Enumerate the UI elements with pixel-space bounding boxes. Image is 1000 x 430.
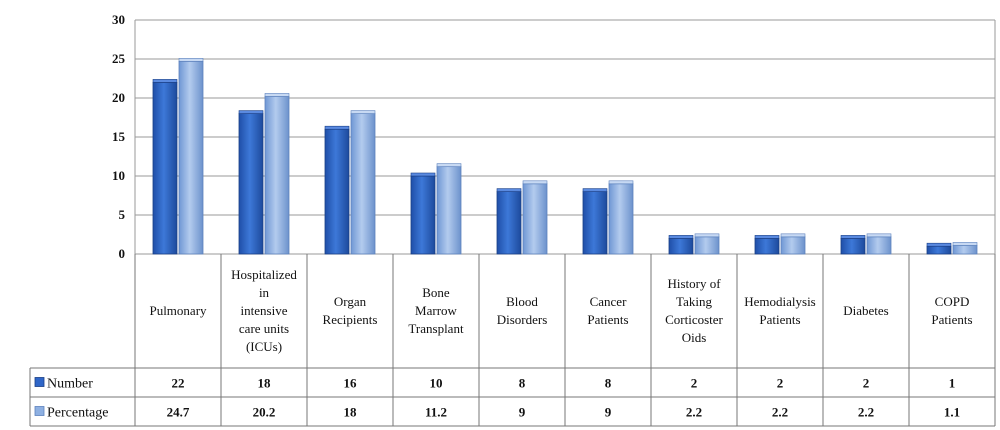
data-label-percentage: 9 (519, 405, 526, 420)
data-label-number: 2 (863, 376, 870, 391)
y-tick-label: 0 (119, 246, 126, 261)
bar-number-0 (152, 79, 178, 255)
data-label-percentage: 1.1 (944, 405, 960, 420)
data-label-number: 16 (344, 376, 358, 391)
data-label-number: 10 (430, 376, 443, 391)
bar-percentage-1 (264, 93, 290, 255)
category-label: Diabetes (843, 303, 888, 318)
legend-swatch-percentage (34, 406, 45, 416)
category-label: Organ Recipients (323, 294, 378, 327)
category-label: Blood Disorders (497, 294, 548, 327)
y-tick-label: 5 (119, 207, 126, 222)
bar-number-6 (668, 235, 694, 255)
category-label: COPD Patients (931, 294, 972, 327)
data-label-percentage: 2.2 (858, 405, 874, 420)
bar-number-8 (840, 235, 866, 255)
category-label: Hospitalized in intensive care units (ICUs) (231, 267, 297, 354)
y-tick-label: 30 (112, 12, 125, 27)
bar-percentage-4 (522, 180, 548, 255)
y-axis-ticks: 0 5 10 15 20 25 30 (112, 12, 126, 261)
data-label-percentage: 20.2 (253, 405, 276, 420)
legend-label-percentage: Percentage (47, 406, 108, 421)
y-tick-label: 10 (112, 168, 125, 183)
bar-number-3 (410, 172, 436, 255)
data-label-percentage: 11.2 (425, 405, 447, 420)
category-label: Pulmonary (149, 303, 207, 318)
gridlines (134, 19, 996, 255)
bar-number-4 (496, 188, 522, 255)
y-tick-label: 15 (112, 129, 126, 144)
y-tick-label: 20 (112, 90, 125, 105)
bar-percentage-0 (178, 58, 204, 255)
data-label-percentage: 2.2 (686, 405, 702, 420)
bar-number-2 (324, 125, 350, 255)
data-label-percentage: 2.2 (772, 405, 788, 420)
data-table: Pulmonary Hospitalized in intensive care uni… (29, 254, 996, 427)
data-label-percentage: 18 (344, 405, 358, 420)
bar-percentage-2 (350, 110, 376, 255)
y-tick-label: 25 (112, 51, 126, 66)
bar-percentage-9 (952, 242, 978, 255)
bar-number-9 (926, 242, 952, 255)
bar-number-1 (238, 110, 264, 255)
category-label: Cancer Patients (587, 294, 628, 327)
bar-percentage-3 (436, 163, 462, 255)
data-label-number: 22 (172, 376, 185, 391)
category-label: Bone Marrow Transplant (408, 285, 464, 336)
bar-number-7 (754, 235, 780, 255)
data-label-number: 18 (258, 376, 272, 391)
bar-percentage-7 (780, 233, 806, 255)
category-label: Hemodialysis Patients (744, 294, 816, 327)
data-label-number: 1 (949, 376, 956, 391)
bar-percentage-8 (866, 233, 892, 255)
category-label: History of Taking Corticoster Oids (665, 276, 723, 345)
data-label-number: 2 (777, 376, 784, 391)
legend-label-number: Number (47, 377, 93, 392)
bar-number-5 (582, 188, 608, 255)
data-label-number: 8 (605, 376, 612, 391)
legend-swatch-number (34, 377, 45, 387)
bar-percentage-5 (608, 180, 634, 255)
data-label-number: 2 (691, 376, 698, 391)
data-label-percentage: 9 (605, 405, 612, 420)
bar-percentage-6 (694, 233, 720, 255)
data-label-number: 8 (519, 376, 526, 391)
data-label-percentage: 24.7 (167, 405, 190, 420)
bars (152, 58, 978, 255)
